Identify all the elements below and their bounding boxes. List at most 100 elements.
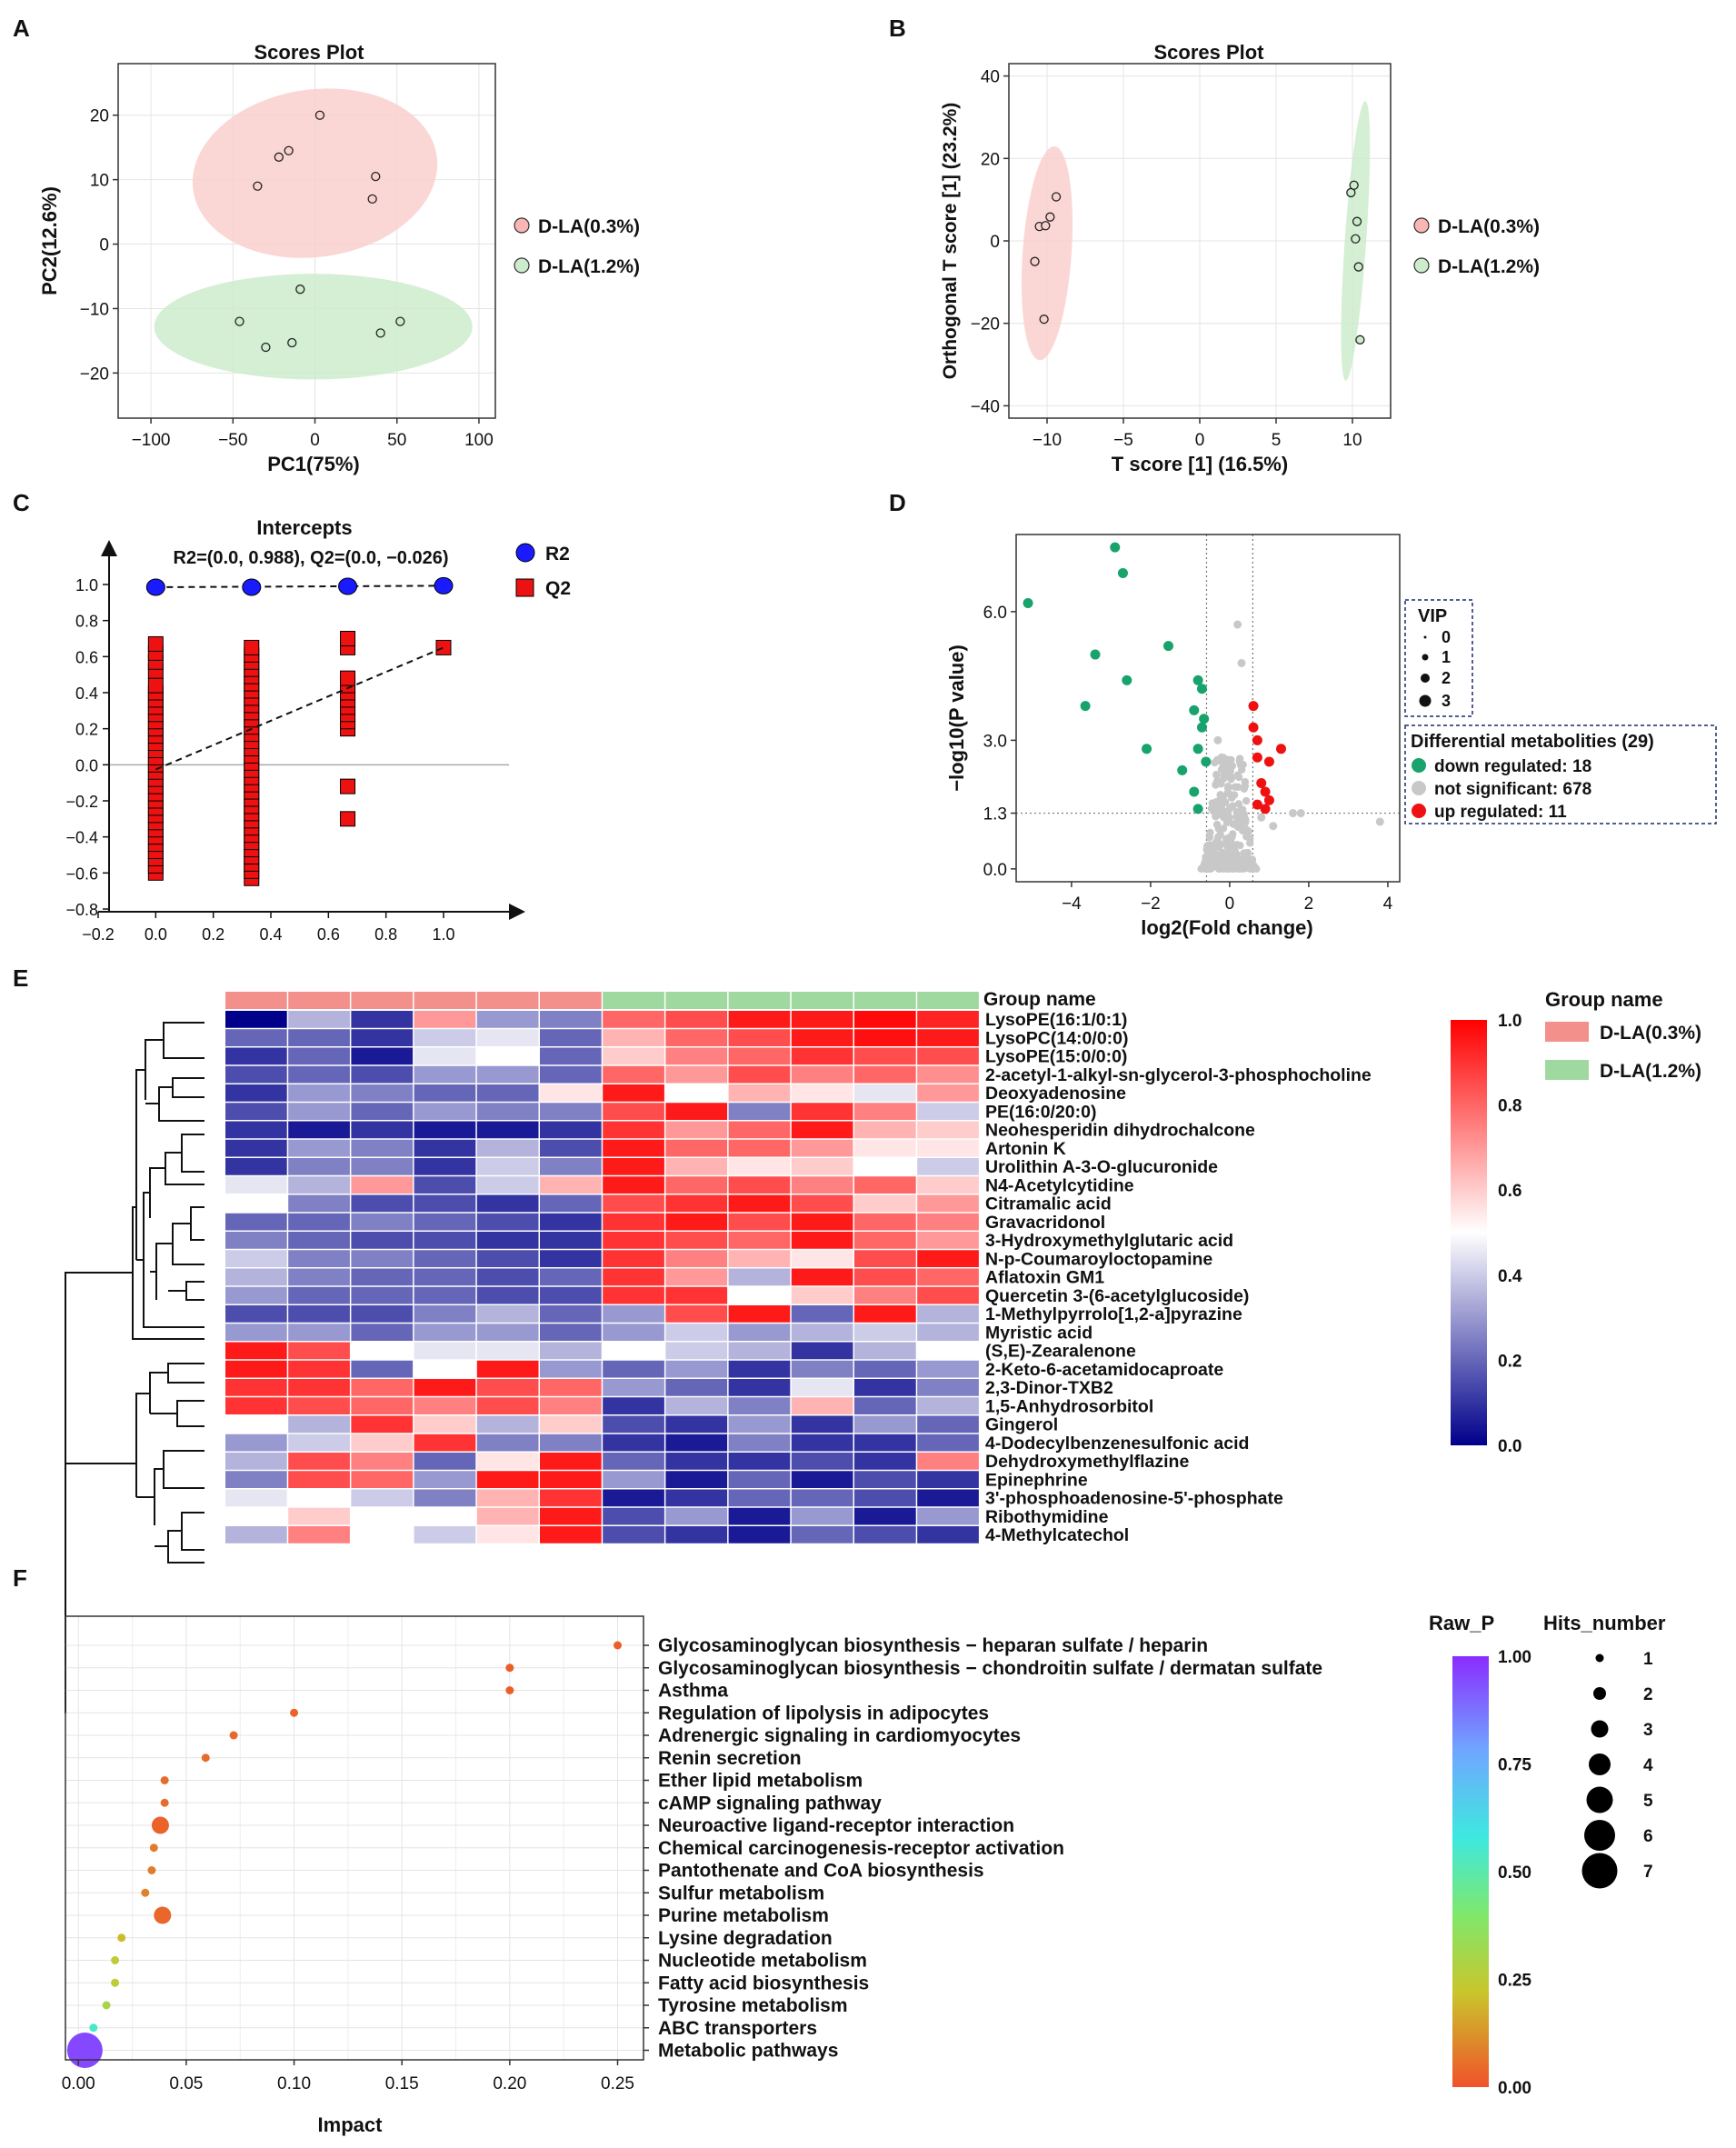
ns-point-259 — [1237, 805, 1245, 814]
ns-point-243 — [1207, 855, 1215, 864]
cell-9-5 — [540, 1176, 602, 1194]
cell-0-8 — [728, 1011, 791, 1028]
panel-f-colorbar-title: Raw_P — [1429, 1612, 1494, 1634]
cell-7-11 — [917, 1139, 979, 1157]
row-label-22: Gingerol — [985, 1415, 1058, 1435]
up-point-8 — [1263, 794, 1274, 805]
x-tick-label-0: −0.2 — [82, 925, 115, 944]
pathway-point-0 — [614, 1641, 623, 1650]
cell-28-11 — [917, 1526, 979, 1544]
cell-18-11 — [917, 1342, 979, 1360]
up-point-10 — [1260, 804, 1271, 814]
cell-8-0 — [225, 1158, 287, 1175]
cell-13-9 — [791, 1250, 853, 1267]
cell-19-7 — [665, 1360, 728, 1378]
cell-25-11 — [917, 1471, 979, 1488]
panel-c: Intercepts R2=(0.0, 0.988), Q2=(0.0, −0.… — [65, 516, 571, 944]
pathway-label-0: Glycosaminoglycan biosynthesis − heparan… — [658, 1635, 1208, 1656]
panel-a-frame — [117, 63, 496, 419]
cell-11-4 — [476, 1213, 539, 1231]
cell-19-3 — [414, 1360, 476, 1378]
y-axis-arrow — [101, 540, 117, 556]
panel-f-pathway-labels: Glycosaminoglycan biosynthesis − heparan… — [658, 1635, 1322, 2062]
cell-2-4 — [476, 1047, 539, 1065]
cell-22-7 — [665, 1415, 728, 1434]
panel-d-frame — [1015, 534, 1401, 883]
cell-0-0 — [225, 1011, 287, 1028]
x-tick-label-2: 0 — [1225, 894, 1235, 914]
cell-11-7 — [665, 1213, 728, 1231]
colorbar-tick-2: 0.4 — [1498, 1267, 1522, 1286]
cell-16-5 — [540, 1305, 602, 1323]
cell-15-8 — [728, 1286, 791, 1304]
cell-3-4 — [476, 1065, 539, 1084]
cell-22-0 — [225, 1415, 287, 1434]
cell-24-3 — [414, 1453, 476, 1470]
panel-b-ylabel: Orthogonal T score [1] (23.2%) — [940, 103, 961, 380]
pathway-label-16: Tyrosine metabolism — [658, 1995, 848, 2016]
cell-1-10 — [854, 1029, 916, 1046]
panel-f-points — [66, 1641, 623, 2068]
colorbar-tick-1: 0.25 — [1498, 1972, 1531, 1991]
size-dot-6 — [1581, 1853, 1618, 1889]
cell-17-8 — [728, 1324, 791, 1341]
y-tick-label-9: 1.0 — [75, 576, 98, 594]
panel-f-size-legend: Hits_number 1 2 3 4 5 6 7 — [1543, 1612, 1666, 1889]
cell-11-11 — [917, 1213, 979, 1231]
pathway-point-18 — [66, 2033, 103, 2068]
cell-27-1 — [288, 1507, 350, 1525]
cell-20-0 — [225, 1379, 287, 1396]
panel-e-legend: Group name D-LA(0.3%) D-LA(1.2%) — [1545, 988, 1701, 1082]
up-point-5 — [1263, 756, 1274, 767]
cell-20-8 — [728, 1379, 791, 1396]
cell-23-2 — [351, 1434, 414, 1452]
ns-point-251 — [1220, 771, 1228, 780]
x-tick-label-1: 0.05 — [169, 2074, 203, 2093]
cell-13-7 — [665, 1250, 728, 1267]
cell-3-0 — [225, 1065, 287, 1084]
panel-a-legend-swatch-0 — [514, 217, 530, 234]
cell-24-0 — [225, 1453, 287, 1470]
pathway-label-1: Glycosaminoglycan biosynthesis − chondro… — [658, 1658, 1322, 1679]
cell-18-6 — [603, 1342, 664, 1360]
panel-f-x-ticks: 0.00 0.05 0.10 0.15 0.20 0.25 — [62, 1644, 649, 2093]
colorbar-tick-1: 0.2 — [1498, 1352, 1521, 1371]
pathway-label-15: Fatty acid biosynthesis — [658, 1973, 869, 1993]
cell-8-4 — [476, 1158, 539, 1175]
panel-letter-c: C — [13, 489, 30, 516]
x-tick-label-2: 0 — [310, 431, 320, 450]
cell-23-4 — [476, 1434, 539, 1452]
x-tick-label-2: 0.2 — [202, 925, 224, 944]
up-point-7 — [1260, 786, 1271, 797]
panel-b-points — [1030, 180, 1365, 345]
point-1-2 — [287, 337, 297, 348]
cell-0-5 — [540, 1011, 602, 1028]
cell-8-5 — [540, 1158, 602, 1175]
size-dot-5 — [1584, 1820, 1615, 1851]
panel-d-xlabel: log2(Fold change) — [1141, 916, 1312, 939]
x-tick-label-2: 0 — [1195, 431, 1205, 450]
q2-mark-0-26 — [147, 677, 164, 694]
ns-point-93 — [1234, 800, 1243, 808]
cell-13-0 — [225, 1250, 287, 1267]
down-point-3 — [1090, 649, 1101, 660]
point-0-3 — [314, 110, 325, 120]
panel-d-diff-title: Differential metabolities (29) — [1411, 732, 1654, 752]
cell-10-8 — [728, 1194, 791, 1213]
cell-7-1 — [288, 1139, 350, 1157]
ns-point-195 — [1224, 784, 1232, 792]
colorbar-tick-4: 1.00 — [1498, 1648, 1531, 1667]
x-tick-label-4: 4 — [1383, 894, 1393, 914]
panel-d-vip-dot-2 — [1421, 674, 1430, 683]
panel-a-x-ticks: −100 −50 0 50 100 — [132, 418, 494, 450]
cell-0-6 — [603, 1011, 664, 1028]
cell-13-5 — [540, 1250, 602, 1267]
cell-17-2 — [351, 1324, 414, 1341]
cell-22-11 — [917, 1415, 979, 1434]
down-point-15 — [1199, 714, 1210, 724]
ns-point-246 — [1241, 777, 1250, 786]
row-label-17: Myristic acid — [985, 1323, 1092, 1343]
cell-19-6 — [603, 1360, 664, 1378]
panel-c-legend-swatch-q2 — [515, 578, 534, 597]
cell-16-6 — [603, 1305, 664, 1323]
